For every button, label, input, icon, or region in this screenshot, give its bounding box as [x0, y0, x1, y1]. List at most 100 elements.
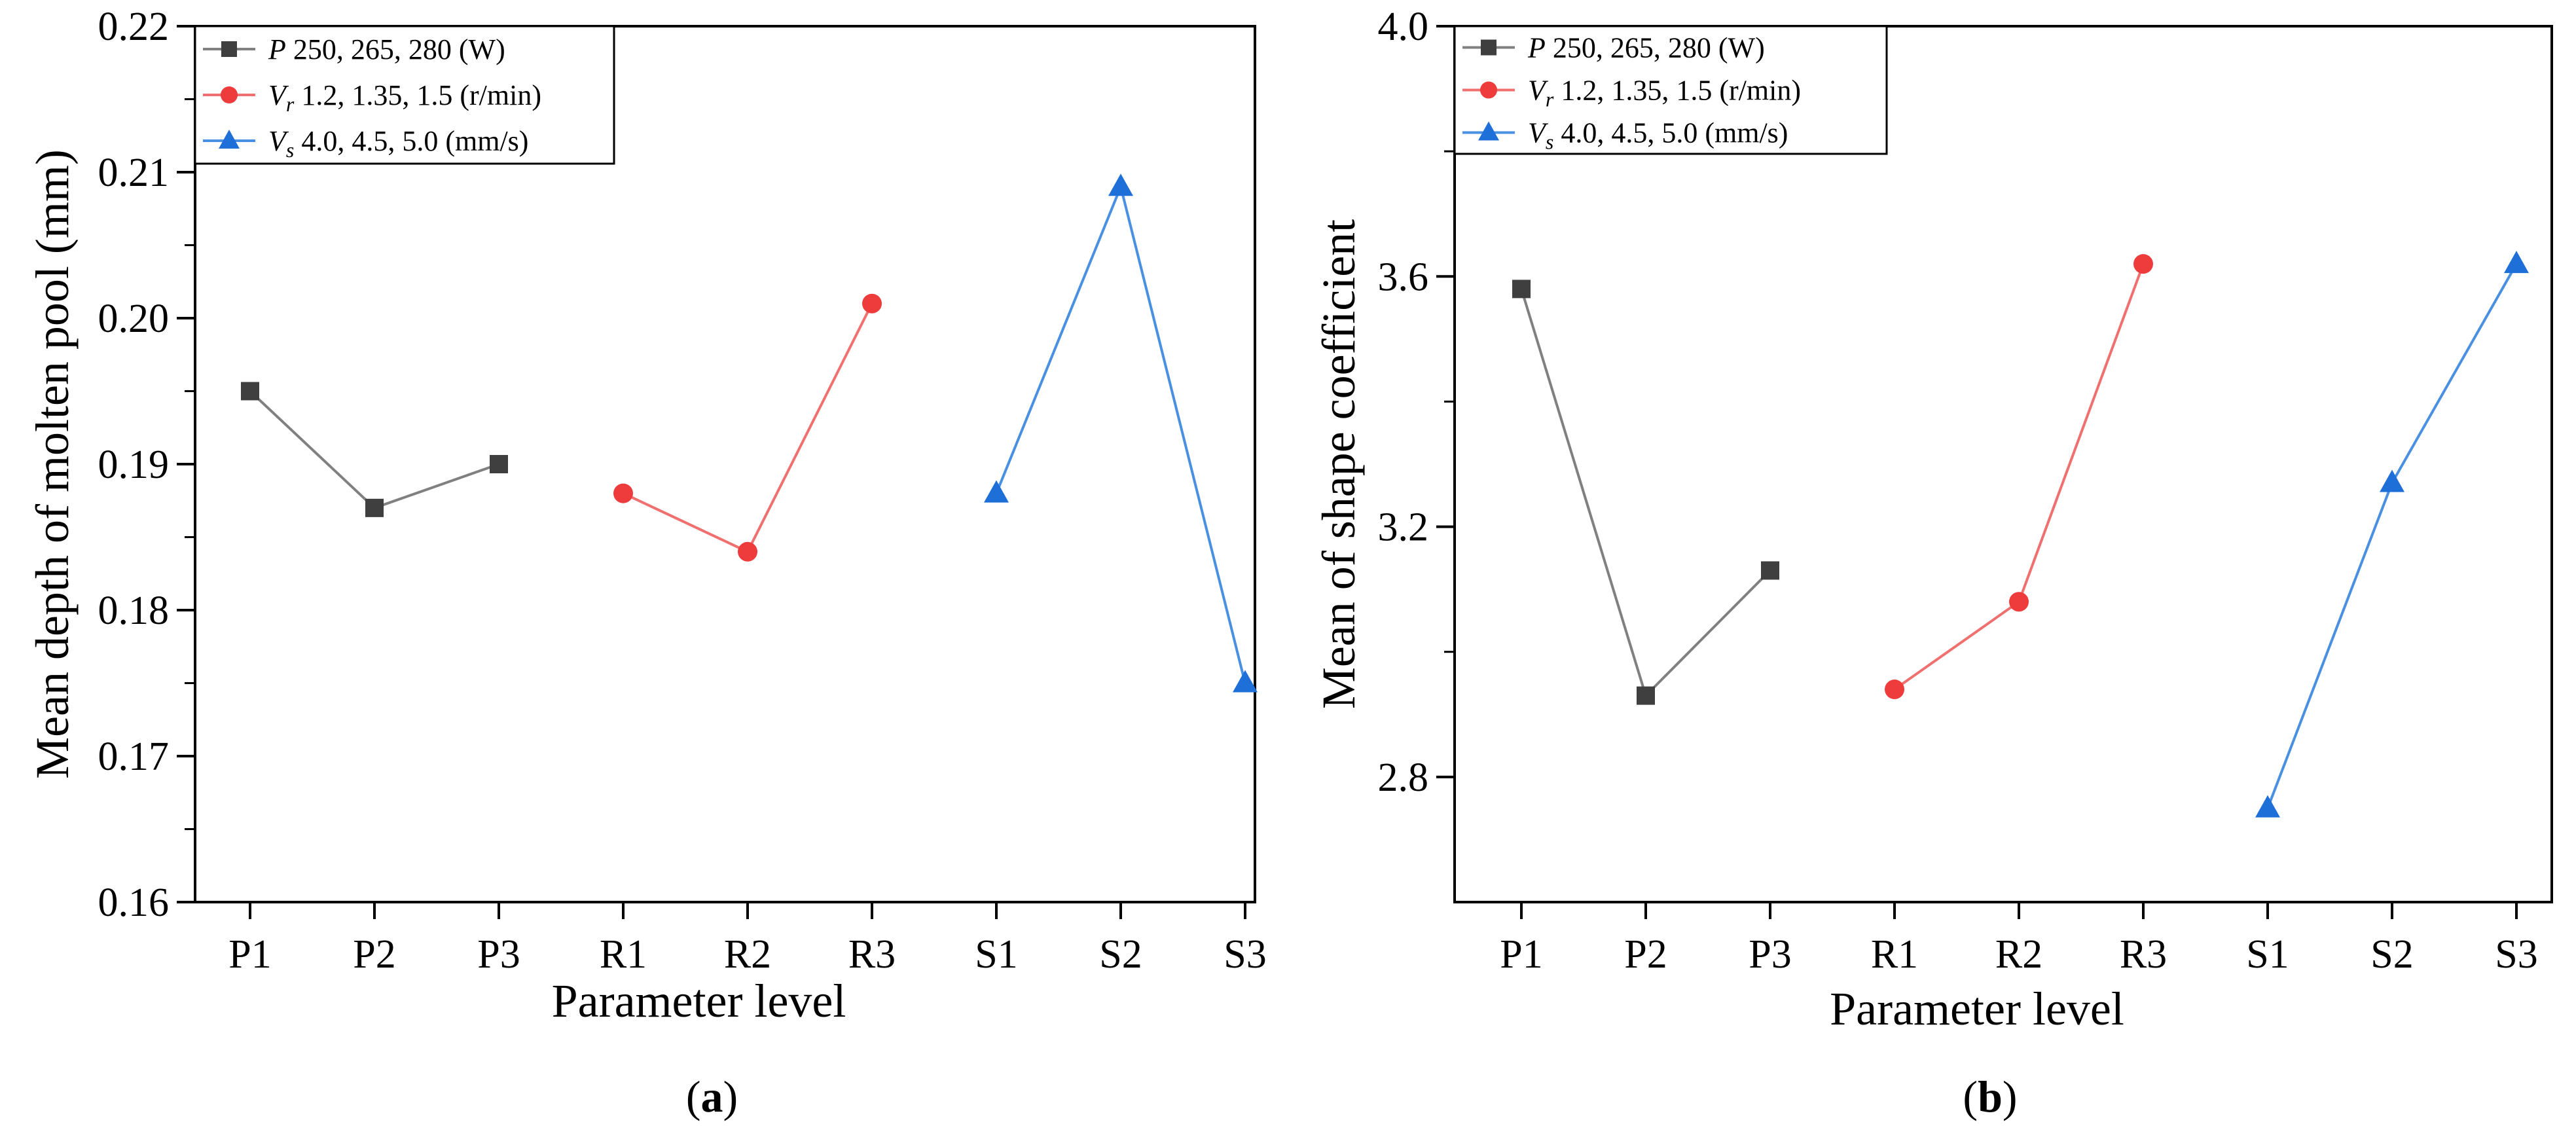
x-tick-label: R1 — [1871, 932, 1918, 977]
x-tick-label: P2 — [1624, 932, 1667, 977]
legend-label-P: P 250, 265, 280 (W) — [1527, 32, 1765, 64]
legend-label-Vr: Vr 1.2, 1.35, 1.5 (r/min) — [1528, 75, 1801, 111]
chart-panel-a: 0.16 0.17 0.18 0.19 0.20 0.21 0.22 P1 P2 P3 R1 R2 R3… — [26, 5, 1267, 1121]
legend-marker-Vs — [219, 130, 240, 149]
x-tick-label: P2 — [353, 932, 395, 977]
data-point-P — [1637, 686, 1655, 705]
y-tick-label: 0.22 — [98, 5, 170, 49]
series-line-Vs — [995, 182, 1246, 683]
y-tick-label: 0.16 — [98, 880, 170, 925]
x-tick-label: S2 — [1099, 932, 1142, 977]
y-tick-label: 3.6 — [1378, 255, 1429, 299]
data-point-P — [241, 382, 259, 401]
panel-paren-open: ( — [1963, 1072, 1978, 1121]
legend-box — [194, 25, 615, 165]
x-tick-label: S2 — [2370, 932, 2413, 977]
panel-label: (a) — [686, 1072, 738, 1121]
x-tick-label: R2 — [724, 932, 771, 977]
legend-values: 250, 265, 280 (W) — [286, 33, 505, 65]
legend-variable: V — [268, 125, 289, 157]
x-tick-label: S3 — [2495, 932, 2537, 977]
data-point-Vr — [613, 483, 633, 503]
legend-subscript: s — [1546, 130, 1553, 154]
legend-marker-Vr — [1480, 81, 1497, 99]
data-point-Vs — [984, 480, 1009, 503]
x-tick-label: P3 — [477, 932, 520, 977]
data-point-Vr — [862, 293, 882, 314]
legend-values: 1.2, 1.35, 1.5 (r/min) — [294, 79, 541, 111]
x-tick-label: S1 — [2246, 932, 2289, 977]
data-point-Vs — [2504, 251, 2529, 274]
y-tick-label: 2.8 — [1378, 755, 1429, 800]
legend-values: 250, 265, 280 (W) — [1546, 32, 1765, 64]
legend-variable: V — [1528, 117, 1549, 149]
x-tick-label: R1 — [600, 932, 647, 977]
data-point-Vr — [738, 541, 757, 562]
series-line-Vr — [623, 302, 873, 554]
y-axis-title: Mean of shape coefficient — [1313, 219, 1365, 709]
legend-marker-Vr — [221, 86, 238, 103]
legend: P 250, 265, 280 (W) Vr 1.2, 1.35, 1.5 (r/… — [1453, 25, 1888, 155]
legend-values: 1.2, 1.35, 1.5 (r/min) — [1553, 75, 1801, 107]
y-tick-label: 0.20 — [98, 297, 170, 341]
series-line-Vs — [2266, 263, 2518, 809]
legend: P 250, 265, 280 (W) Vr 1.2, 1.35, 1.5 (r/… — [194, 25, 615, 165]
legend-variable: P — [268, 33, 286, 65]
data-point-P — [1512, 280, 1531, 299]
x-axis-title: Parameter level — [1830, 983, 2124, 1035]
data-point-Vs — [1233, 670, 1258, 693]
data-point-Vs — [1108, 173, 1133, 196]
panel-letter: a — [701, 1072, 723, 1121]
x-axis-title: Parameter level — [552, 975, 846, 1027]
x-tick-label: P3 — [1749, 932, 1791, 977]
series-line-P — [249, 390, 499, 510]
data-point-P — [1761, 561, 1779, 580]
x-tick-label: R3 — [848, 932, 896, 977]
panel-paren-close: ) — [723, 1072, 738, 1121]
legend-marker-P — [1481, 39, 1497, 56]
legend-values: 4.0, 4.5, 5.0 (mm/s) — [1553, 117, 1788, 149]
legend-variable: V — [1528, 75, 1549, 107]
data-point-Vr — [2009, 592, 2029, 612]
panel-paren-close: ) — [2003, 1072, 2018, 1121]
chart-panel-b: 2.8 3.2 3.6 4.0 P1 P2 P3 R1 R2 R3 S1 S2 S3 Parameter … — [1313, 5, 2553, 1121]
x-tick-label: S1 — [975, 932, 1017, 977]
x-tick-label: S3 — [1224, 932, 1266, 977]
data-point-Vr — [2133, 254, 2153, 274]
y-tick-label: 4.0 — [1378, 5, 1429, 49]
data-point-Vs — [2255, 795, 2280, 818]
legend-label-Vs: Vs 4.0, 4.5, 5.0 (mm/s) — [1528, 117, 1788, 154]
y-tick-label: 3.2 — [1378, 505, 1429, 550]
panel-label: (b) — [1963, 1072, 2017, 1121]
legend-variable: V — [268, 79, 289, 111]
x-tick-label: R3 — [2120, 932, 2167, 977]
data-point-Vs — [2380, 469, 2404, 492]
x-tick-label: P1 — [1500, 932, 1542, 977]
legend-variable: P — [1527, 32, 1546, 64]
legend-marker-Vs — [1478, 121, 1499, 141]
y-axis-title: Mean depth of molten pool (mm) — [26, 149, 79, 779]
x-tick-label: P1 — [228, 932, 271, 977]
data-point-Vr — [1885, 680, 1904, 700]
panel-paren-open: ( — [686, 1072, 701, 1121]
legend-box — [1453, 25, 1888, 155]
data-point-P — [365, 498, 384, 517]
legend-values: 4.0, 4.5, 5.0 (mm/s) — [294, 125, 528, 157]
y-tick-label: 0.18 — [98, 589, 170, 633]
x-tick-label: R2 — [1995, 932, 2042, 977]
legend-subscript: r — [286, 92, 295, 116]
y-tick-label: 0.21 — [98, 151, 170, 195]
y-tick-label: 0.19 — [98, 443, 170, 487]
data-point-P — [490, 455, 508, 473]
legend-label-P: P 250, 265, 280 (W) — [268, 33, 505, 65]
plot-frame — [1453, 25, 2553, 903]
legend-marker-P — [221, 41, 237, 57]
legend-label-Vr: Vr 1.2, 1.35, 1.5 (r/min) — [268, 79, 541, 116]
legend-subscript: r — [1546, 88, 1554, 111]
panel-letter: b — [1978, 1072, 2003, 1121]
series-line-P — [1520, 288, 1771, 698]
legend-label-Vs: Vs 4.0, 4.5, 5.0 (mm/s) — [268, 125, 528, 162]
legend-subscript: s — [286, 138, 294, 162]
series-line-Vr — [1893, 263, 2145, 691]
